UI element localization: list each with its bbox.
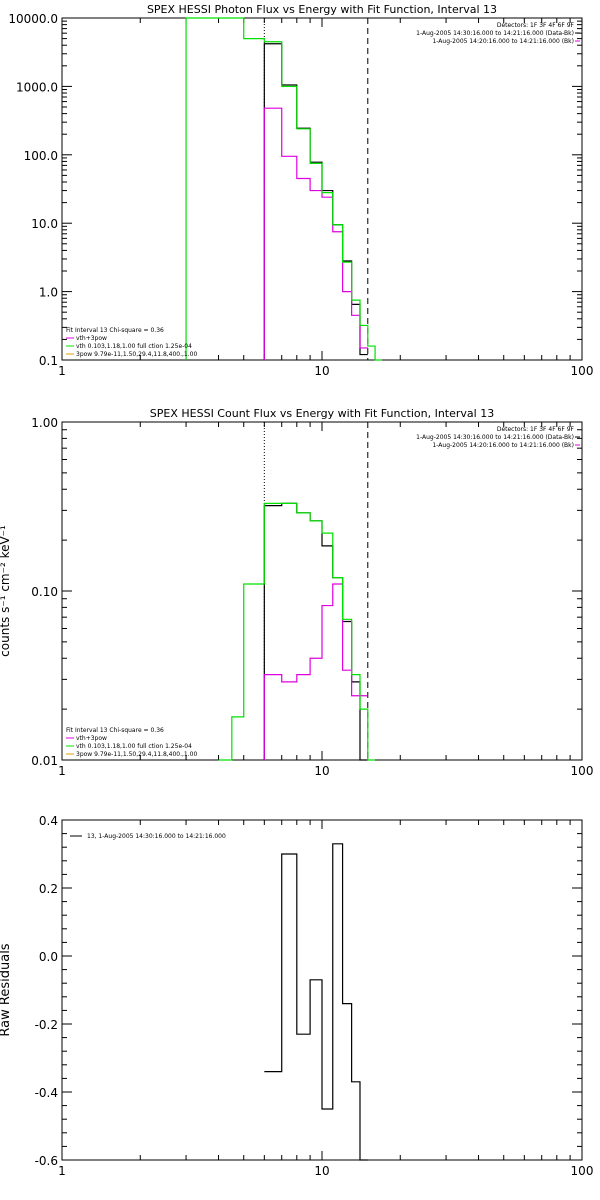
y-tick-label-1: 0.01 [31,754,58,768]
photon-flux-panel: SPEX HESSI Photon Flux vs Energy with Fi… [8,3,593,378]
fit-info-line: vth 0.103,1.18,1.00 full ction 1.25e-04 [76,743,192,750]
x-tick-label-0: 100 [571,364,594,378]
fit-info-line: 3pow 9.79e-11,1.50,29.4,11.8,400.,1.00 [76,351,197,358]
y-tick-label-0: 100.0 [24,149,58,163]
count-flux-y-axis-label: counts s⁻¹ cm⁻² keV⁻¹ [0,525,12,657]
series-green-histogram [218,502,376,761]
info-text-line: 1-Aug-2005 14:20:16.000 to 14:21:16.000 … [432,38,574,45]
info-text-line: 1-Aug-2005 14:30:16.000 to 14:21:16.000 … [416,434,574,441]
fit-info-line: Fit Interval 13 Chi-square = 0.36 [66,727,164,734]
count-flux-panel: SPEX HESSI Count Flux vs Energy with Fit… [0,407,593,778]
y-tick-label-1: 1.00 [31,416,58,430]
series-magenta-histogram [263,583,368,760]
y-tick-label-0: 1.0 [39,286,58,300]
residuals-panel: Raw Residuals 1 10 100 -0.6 -0.4 -0.2 0.0 0.2 0.… [0,814,593,1178]
x-tick-label-1: 10 [314,764,329,778]
x-tick-label-2: 10 [314,1164,329,1178]
series-black-histogram [264,843,368,1161]
y-tick-label-2: 0.4 [39,814,58,828]
y-tick-label-2: -0.4 [35,1086,58,1100]
x-tick-label-2: 1 [58,1164,66,1178]
series-black-histogram [263,502,368,761]
y-tick-label-2: -0.2 [35,1018,58,1032]
fit-info-line: vth+3pow [76,735,107,742]
plot-frame-1 [61,421,583,761]
x-tick-label-1: 1 [58,764,66,778]
y-tick-label-2: -0.6 [35,1154,58,1168]
y-tick-label-0: 10.0 [31,217,58,231]
info-text-line: Detectors: 1F 3F 4F 6F 9F [497,22,575,29]
x-tick-label-1: 100 [571,764,594,778]
fit-info-line: 3pow 9.79e-11,1.50,29.4,11.8,400.,1.00 [76,751,197,758]
fit-info-line: vth 0.103,1.18,1.00 full ction 1.25e-04 [76,343,192,350]
x-tick-label-0: 10 [314,364,329,378]
residual-legend-text: 13, 1-Aug-2005 14:30:16.000 to 14:21:16.… [87,833,226,840]
x-tick-label-2: 100 [571,1164,594,1178]
y-tick-label-0: 0.1 [39,354,58,368]
residuals-y-axis-label: Raw Residuals [0,943,13,1036]
y-tick-label-0: 10000.0 [8,12,58,26]
y-tick-label-0: 1000.0 [16,80,58,94]
fit-info-line: Fit Interval 13 Chi-square = 0.36 [66,327,164,334]
y-tick-label-2: 0.2 [39,882,58,896]
x-tick-label-0: 1 [58,364,66,378]
y-tick-label-1: 0.10 [31,585,58,599]
info-text-line: 1-Aug-2005 14:20:16.000 to 14:21:16.000 … [432,442,574,449]
series-green-histogram [185,17,382,361]
count-flux-title: SPEX HESSI Count Flux vs Energy with Fit… [150,407,494,420]
y-tick-label-2: 0.0 [39,950,58,964]
info-text-line: 1-Aug-2005 14:30:16.000 to 14:21:16.000 … [416,30,574,37]
series-black-histogram [263,43,368,360]
photon-flux-title: SPEX HESSI Photon Flux vs Energy with Fi… [147,3,497,16]
series-magenta-histogram [263,107,368,360]
info-text-line: Detectors: 1F 3F 4F 6F 9F [497,426,575,433]
fit-info-line: vth+3pow [76,335,107,342]
